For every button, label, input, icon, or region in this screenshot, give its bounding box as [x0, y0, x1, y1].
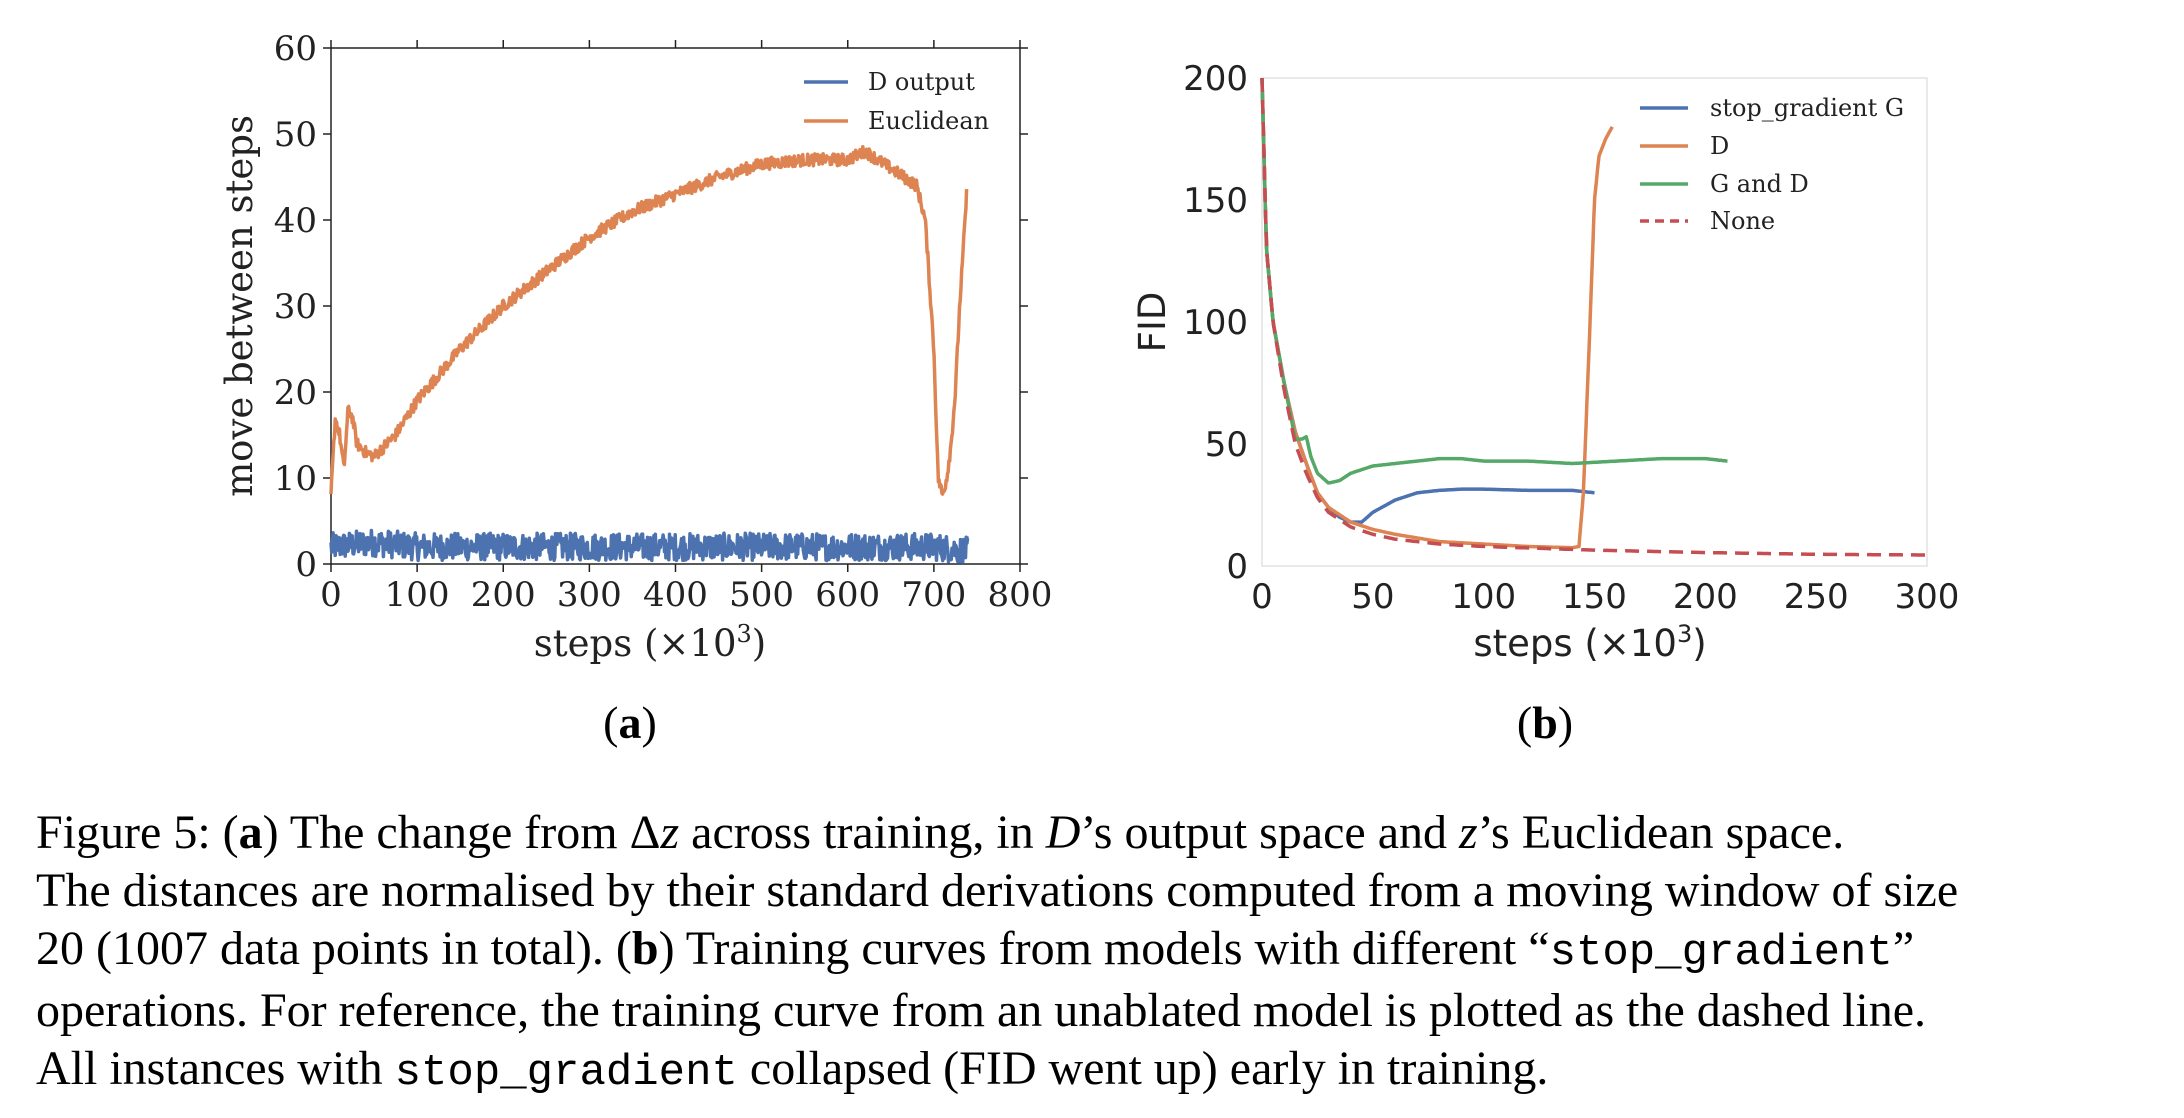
panel-a-xtick-label: 200 — [471, 575, 536, 615]
legend-stop-gradient-g: stop_gradient G — [1710, 94, 1904, 122]
panel-a-xtick-label: 700 — [901, 575, 966, 615]
panel-b-xtick-label: 150 — [1562, 577, 1627, 617]
panel-a-xtick-label: 400 — [643, 575, 708, 615]
legend-g-and-d: G and D — [1710, 170, 1809, 198]
panel-a-series-euclidean — [329, 145, 969, 496]
panel-a-ytick-label: 0 — [295, 545, 317, 585]
panel-b-xtick-label: 100 — [1451, 577, 1516, 617]
legend-d: D — [1710, 132, 1729, 160]
caption-line-1: Figure 5: (a) The change from Δz across … — [36, 806, 1845, 859]
caption-line-3: 20 (1007 data points in total). (b) Trai… — [36, 922, 1915, 978]
panel-b-ytick-label: 200 — [1183, 59, 1248, 99]
legend-d-output: D output — [868, 68, 975, 96]
caption-line-4: operations. For reference, the training … — [36, 984, 1927, 1037]
panel-b-ticks: 0 50 100 150 200 250 300 0 50 100 150 200 — [1183, 59, 1959, 617]
panel-b-xtick-label: 50 — [1351, 577, 1394, 617]
caption-line-5: All instances with stop_gradient collaps… — [36, 1042, 1549, 1098]
panel-a-ytick-label: 50 — [274, 115, 317, 155]
panel-a-ticks: 0 100 200 300 400 500 600 700 800 0 10 20 30 40 50 60 — [274, 29, 1053, 615]
panel-b-legend: stop_gradient G D G and D None — [1640, 94, 1904, 235]
panel-b-xtick-label: 0 — [1251, 577, 1273, 617]
panel-b-ytick-label: 0 — [1226, 547, 1248, 587]
caption-line-2: The distances are normalised by their st… — [36, 864, 1959, 917]
panel-b-xtick-label: 200 — [1673, 577, 1738, 617]
panel-b-label: (b) — [1517, 697, 1573, 748]
panel-a-xtick-label: 600 — [815, 575, 880, 615]
panel-a-ytick-label: 10 — [274, 459, 317, 499]
panel-b-series-d — [1260, 77, 1614, 550]
panel-a-xtick-label: 800 — [988, 575, 1053, 615]
panel-b-xtick-label: 250 — [1784, 577, 1849, 617]
panel-a-xtick-label: 100 — [385, 575, 450, 615]
panel-b-series-g-and-d — [1260, 77, 1729, 485]
panel-b-series-none — [1260, 77, 1928, 557]
panel-b-xlabel: steps (×103) — [1473, 620, 1706, 665]
legend-none: None — [1710, 207, 1775, 235]
panel-a-ytick-label: 20 — [274, 373, 317, 413]
panel-a-xtick-label: 0 — [320, 575, 342, 615]
figure-caption: Figure 5: (a) The change from Δz across … — [36, 804, 2156, 1102]
panel-a-legend: D output Euclidean — [804, 68, 989, 135]
panel-a-ytick-label: 40 — [274, 201, 317, 241]
panel-a-label: (a) — [603, 697, 657, 748]
panel-b-xtick-label: 300 — [1895, 577, 1960, 617]
panel-b-ytick-label: 100 — [1183, 303, 1248, 343]
panel-a-ytick-label: 60 — [274, 29, 317, 69]
panel-b-chart: 0 50 100 150 200 250 300 0 50 100 150 200 FID steps… — [1131, 59, 1959, 748]
panel-a-chart: 0 100 200 300 400 500 600 700 800 0 10 20 30 40 50 60 m… — [218, 29, 1052, 748]
panel-a-xtick-label: 500 — [729, 575, 794, 615]
panel-b-series — [1260, 77, 1928, 557]
panel-b-ytick-label: 150 — [1183, 181, 1248, 221]
panel-b-frame — [1261, 77, 1928, 567]
legend-euclidean: Euclidean — [868, 107, 989, 135]
panel-b-ylabel: FID — [1131, 292, 1174, 353]
panel-a-ytick-label: 30 — [274, 287, 317, 327]
panel-a-xtick-label: 300 — [557, 575, 622, 615]
panel-a-series — [329, 145, 970, 564]
panel-a-series-d-output — [329, 528, 970, 564]
panel-a-xlabel: steps (×103) — [534, 620, 766, 665]
panel-b-ytick-label: 50 — [1205, 425, 1248, 465]
panel-a-ylabel: move between steps — [218, 115, 261, 497]
